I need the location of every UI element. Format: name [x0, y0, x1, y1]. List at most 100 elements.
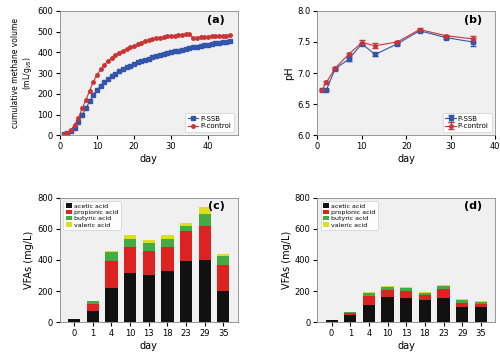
- P-SSB: [176, 49, 182, 53]
- Bar: [180, 226, 192, 231]
- Bar: [400, 298, 412, 322]
- P-control: [76, 115, 82, 120]
- Bar: [162, 239, 173, 248]
- Bar: [198, 227, 211, 260]
- P-SSB: [183, 47, 189, 51]
- Bar: [142, 275, 155, 322]
- Bar: [198, 214, 211, 227]
- P-SSB: [68, 129, 74, 134]
- Bar: [456, 307, 468, 322]
- P-SSB: [72, 125, 78, 130]
- Bar: [419, 292, 431, 293]
- X-axis label: day: day: [398, 341, 415, 351]
- Bar: [218, 291, 230, 322]
- Bar: [475, 302, 487, 304]
- Bar: [218, 254, 230, 256]
- P-control: [208, 34, 214, 39]
- P-SSB: [128, 63, 134, 68]
- Bar: [400, 288, 412, 291]
- P-SSB: [79, 113, 85, 117]
- Bar: [400, 291, 412, 298]
- Text: (d): (d): [464, 201, 482, 211]
- P-SSB: [64, 131, 70, 135]
- Bar: [344, 312, 356, 313]
- P-control: [194, 36, 200, 40]
- P-SSB: [227, 39, 233, 43]
- Y-axis label: pH: pH: [284, 66, 294, 80]
- P-control: [153, 36, 159, 41]
- Text: (c): (c): [208, 201, 225, 211]
- P-SSB: [179, 47, 185, 52]
- Line: P-control: P-control: [62, 32, 232, 136]
- P-control: [176, 33, 182, 37]
- P-control: [90, 80, 96, 84]
- Bar: [363, 305, 375, 322]
- P-SSB: [164, 51, 170, 55]
- Bar: [382, 297, 394, 322]
- Bar: [438, 290, 450, 298]
- Bar: [419, 293, 431, 295]
- P-control: [224, 33, 230, 38]
- Bar: [363, 296, 375, 305]
- P-control: [179, 33, 185, 37]
- Bar: [180, 223, 192, 226]
- P-control: [138, 41, 144, 45]
- Bar: [326, 320, 338, 322]
- P-SSB: [105, 77, 111, 81]
- P-SSB: [142, 58, 148, 62]
- Bar: [162, 271, 173, 322]
- P-control: [120, 49, 126, 53]
- P-SSB: [202, 43, 207, 47]
- Y-axis label: VFAs (mg/L): VFAs (mg/L): [24, 231, 34, 289]
- Bar: [162, 235, 173, 239]
- Bar: [142, 243, 155, 251]
- Bar: [456, 300, 468, 303]
- Bar: [198, 207, 211, 214]
- P-SSB: [194, 45, 200, 49]
- P-SSB: [212, 41, 218, 46]
- P-control: [83, 98, 89, 102]
- Bar: [106, 251, 118, 252]
- P-control: [94, 73, 100, 77]
- P-SSB: [198, 44, 203, 48]
- P-control: [116, 51, 122, 55]
- P-control: [72, 122, 78, 127]
- P-control: [227, 33, 233, 38]
- P-control: [160, 35, 166, 39]
- Legend: P-SSB, P-control: P-SSB, P-control: [442, 113, 492, 132]
- P-SSB: [98, 83, 103, 88]
- X-axis label: day: day: [398, 154, 415, 164]
- Bar: [400, 287, 412, 288]
- P-control: [157, 35, 163, 40]
- Bar: [438, 298, 450, 322]
- P-SSB: [224, 39, 230, 44]
- Bar: [419, 295, 431, 300]
- Bar: [438, 286, 450, 290]
- Bar: [198, 260, 211, 322]
- Bar: [382, 287, 394, 290]
- Bar: [180, 261, 192, 322]
- P-control: [172, 33, 177, 38]
- Bar: [363, 293, 375, 296]
- P-control: [109, 56, 115, 60]
- P-control: [105, 59, 111, 63]
- Bar: [180, 231, 192, 261]
- Bar: [382, 290, 394, 297]
- Bar: [344, 313, 356, 315]
- P-control: [98, 67, 103, 72]
- P-SSB: [60, 132, 66, 136]
- P-SSB: [109, 74, 115, 79]
- P-control: [79, 106, 85, 110]
- Bar: [106, 261, 118, 288]
- P-control: [198, 35, 203, 39]
- Bar: [68, 319, 80, 322]
- Bar: [218, 265, 230, 291]
- Bar: [106, 252, 118, 261]
- P-SSB: [120, 67, 126, 72]
- P-SSB: [216, 41, 222, 45]
- Legend: acetic acid, propionic acid, butyric acid, valeric acid: acetic acid, propionic acid, butyric aci…: [320, 201, 378, 230]
- Bar: [475, 304, 487, 307]
- Legend: acetic acid, propionic acid, butyric acid, valeric acid: acetic acid, propionic acid, butyric aci…: [63, 201, 120, 230]
- P-SSB: [94, 88, 100, 92]
- P-control: [112, 53, 118, 58]
